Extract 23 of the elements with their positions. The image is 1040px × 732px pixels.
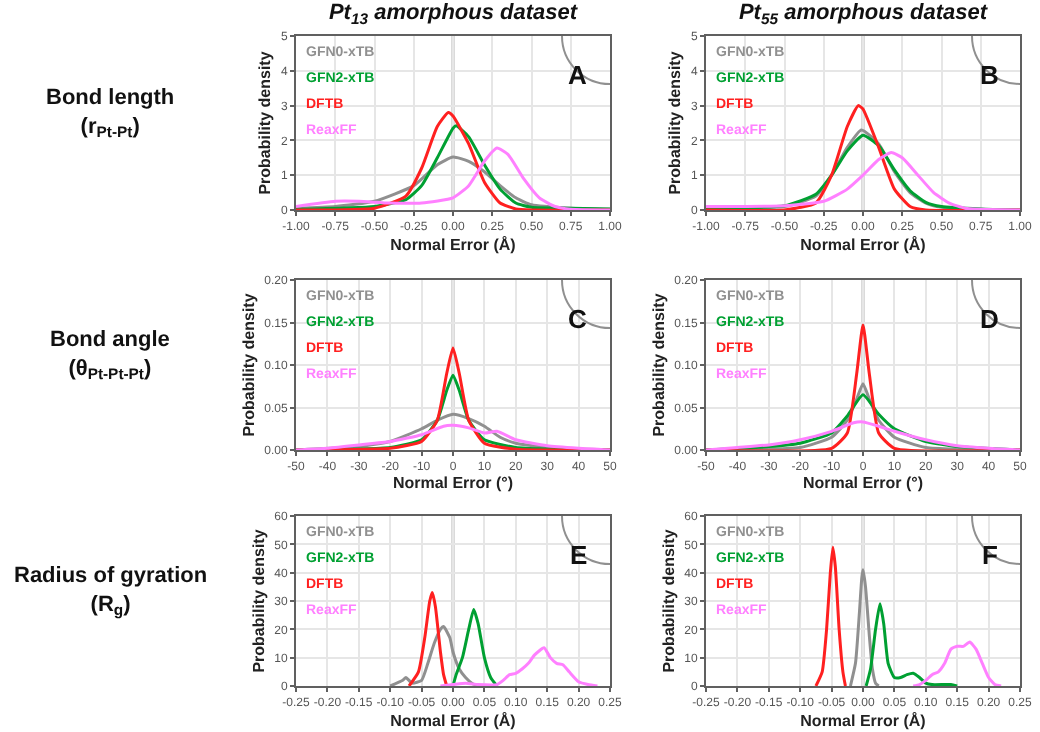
y-axis-title: Probability density [239,292,258,437]
y-axis-title: Probability density [666,50,685,195]
x-axis-title: Normal Error (Å) [800,234,927,255]
annotation: F [982,540,998,570]
annotation: A [568,60,588,90]
annotation: C [568,304,588,334]
y-axis-title: Probability density [249,528,268,673]
x-axis-title: Normal Error (Å) [390,234,517,255]
text: Bond angle (θ$_{Pt-Pt-Pt}$) [50,328,170,384]
x-axis-title: Normal Error (°) [392,474,514,493]
text: Radius of gyration (R$_{g}$) [14,564,208,620]
y-axis-title: Probability density [649,292,668,437]
chart-title: Pt$_{55}$ amorphous dataset [738,1,990,29]
x-axis-title: Normal Error (Å) [390,710,517,731]
text: Bond length (r$_{Pt-Pt}$) [46,86,175,142]
y-axis-title: Probability density [659,528,678,673]
x-axis-title: Normal Error (Å) [800,710,927,731]
chart-title: Pt$_{13}$ amorphous dataset [328,1,580,29]
annotation: D [980,304,999,334]
x-axis-title: Normal Error (°) [802,474,924,493]
annotation: B [980,60,999,90]
y-axis-title: Probability density [256,50,275,195]
annotation: E [570,540,588,570]
